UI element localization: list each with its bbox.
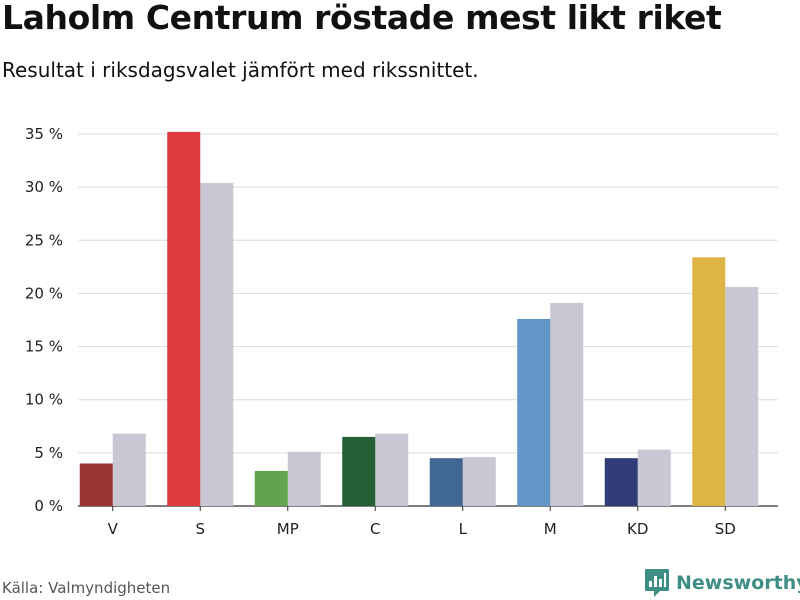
y-tick-label: 0 % bbox=[34, 497, 63, 515]
bar-local-sd bbox=[692, 257, 726, 506]
x-tick-label-v: V bbox=[108, 520, 119, 538]
bar-national-kd bbox=[637, 449, 671, 506]
y-tick-label: 35 % bbox=[25, 125, 63, 143]
y-tick-label: 30 % bbox=[25, 178, 63, 196]
y-tick-label: 10 % bbox=[25, 391, 63, 409]
x-tick-label-kd: KD bbox=[627, 520, 648, 538]
brand-name: Newsworthy bbox=[676, 572, 800, 594]
bar-national-v bbox=[112, 433, 146, 506]
y-tick-label: 20 % bbox=[25, 284, 63, 302]
bar-local-l bbox=[429, 458, 463, 506]
bar-national-l bbox=[462, 457, 496, 506]
bar-national-c bbox=[375, 433, 409, 506]
x-tick-label-m: M bbox=[544, 520, 557, 538]
bar-local-s bbox=[167, 131, 201, 507]
bar-national-s bbox=[200, 182, 234, 507]
brand-logo: Newsworthy bbox=[644, 568, 800, 598]
x-tick-label-l: L bbox=[459, 520, 468, 538]
x-tick-label-mp: MP bbox=[277, 520, 299, 538]
bar-national-m bbox=[550, 302, 584, 506]
bar-local-kd bbox=[604, 458, 638, 506]
chart-title: Laholm Centrum röstade mest likt riket bbox=[2, 0, 722, 37]
x-tick-label-c: C bbox=[370, 520, 380, 538]
x-tick-label-s: S bbox=[195, 520, 205, 538]
bar-local-v bbox=[79, 463, 113, 506]
bar-national-mp bbox=[287, 451, 321, 506]
chart-subtitle: Resultat i riksdagsvalet jämfört med rik… bbox=[2, 58, 479, 82]
y-tick-label: 15 % bbox=[25, 338, 63, 356]
y-tick-label: 25 % bbox=[25, 231, 63, 249]
bar-national-sd bbox=[725, 287, 759, 506]
bar-local-c bbox=[342, 436, 376, 506]
source-note: Källa: Valmyndigheten bbox=[2, 579, 171, 597]
bar-chart: 0 % 5 % 10 % 15 % 20 % 25 % 30 % 35 % V S MP C L M KD S… bbox=[25, 125, 778, 538]
y-tick-label: 5 % bbox=[34, 444, 63, 462]
bar-local-mp bbox=[254, 470, 288, 506]
bar-local-m bbox=[517, 318, 551, 506]
bar-chart-icon bbox=[645, 569, 669, 597]
x-tick-label-sd: SD bbox=[715, 520, 736, 538]
